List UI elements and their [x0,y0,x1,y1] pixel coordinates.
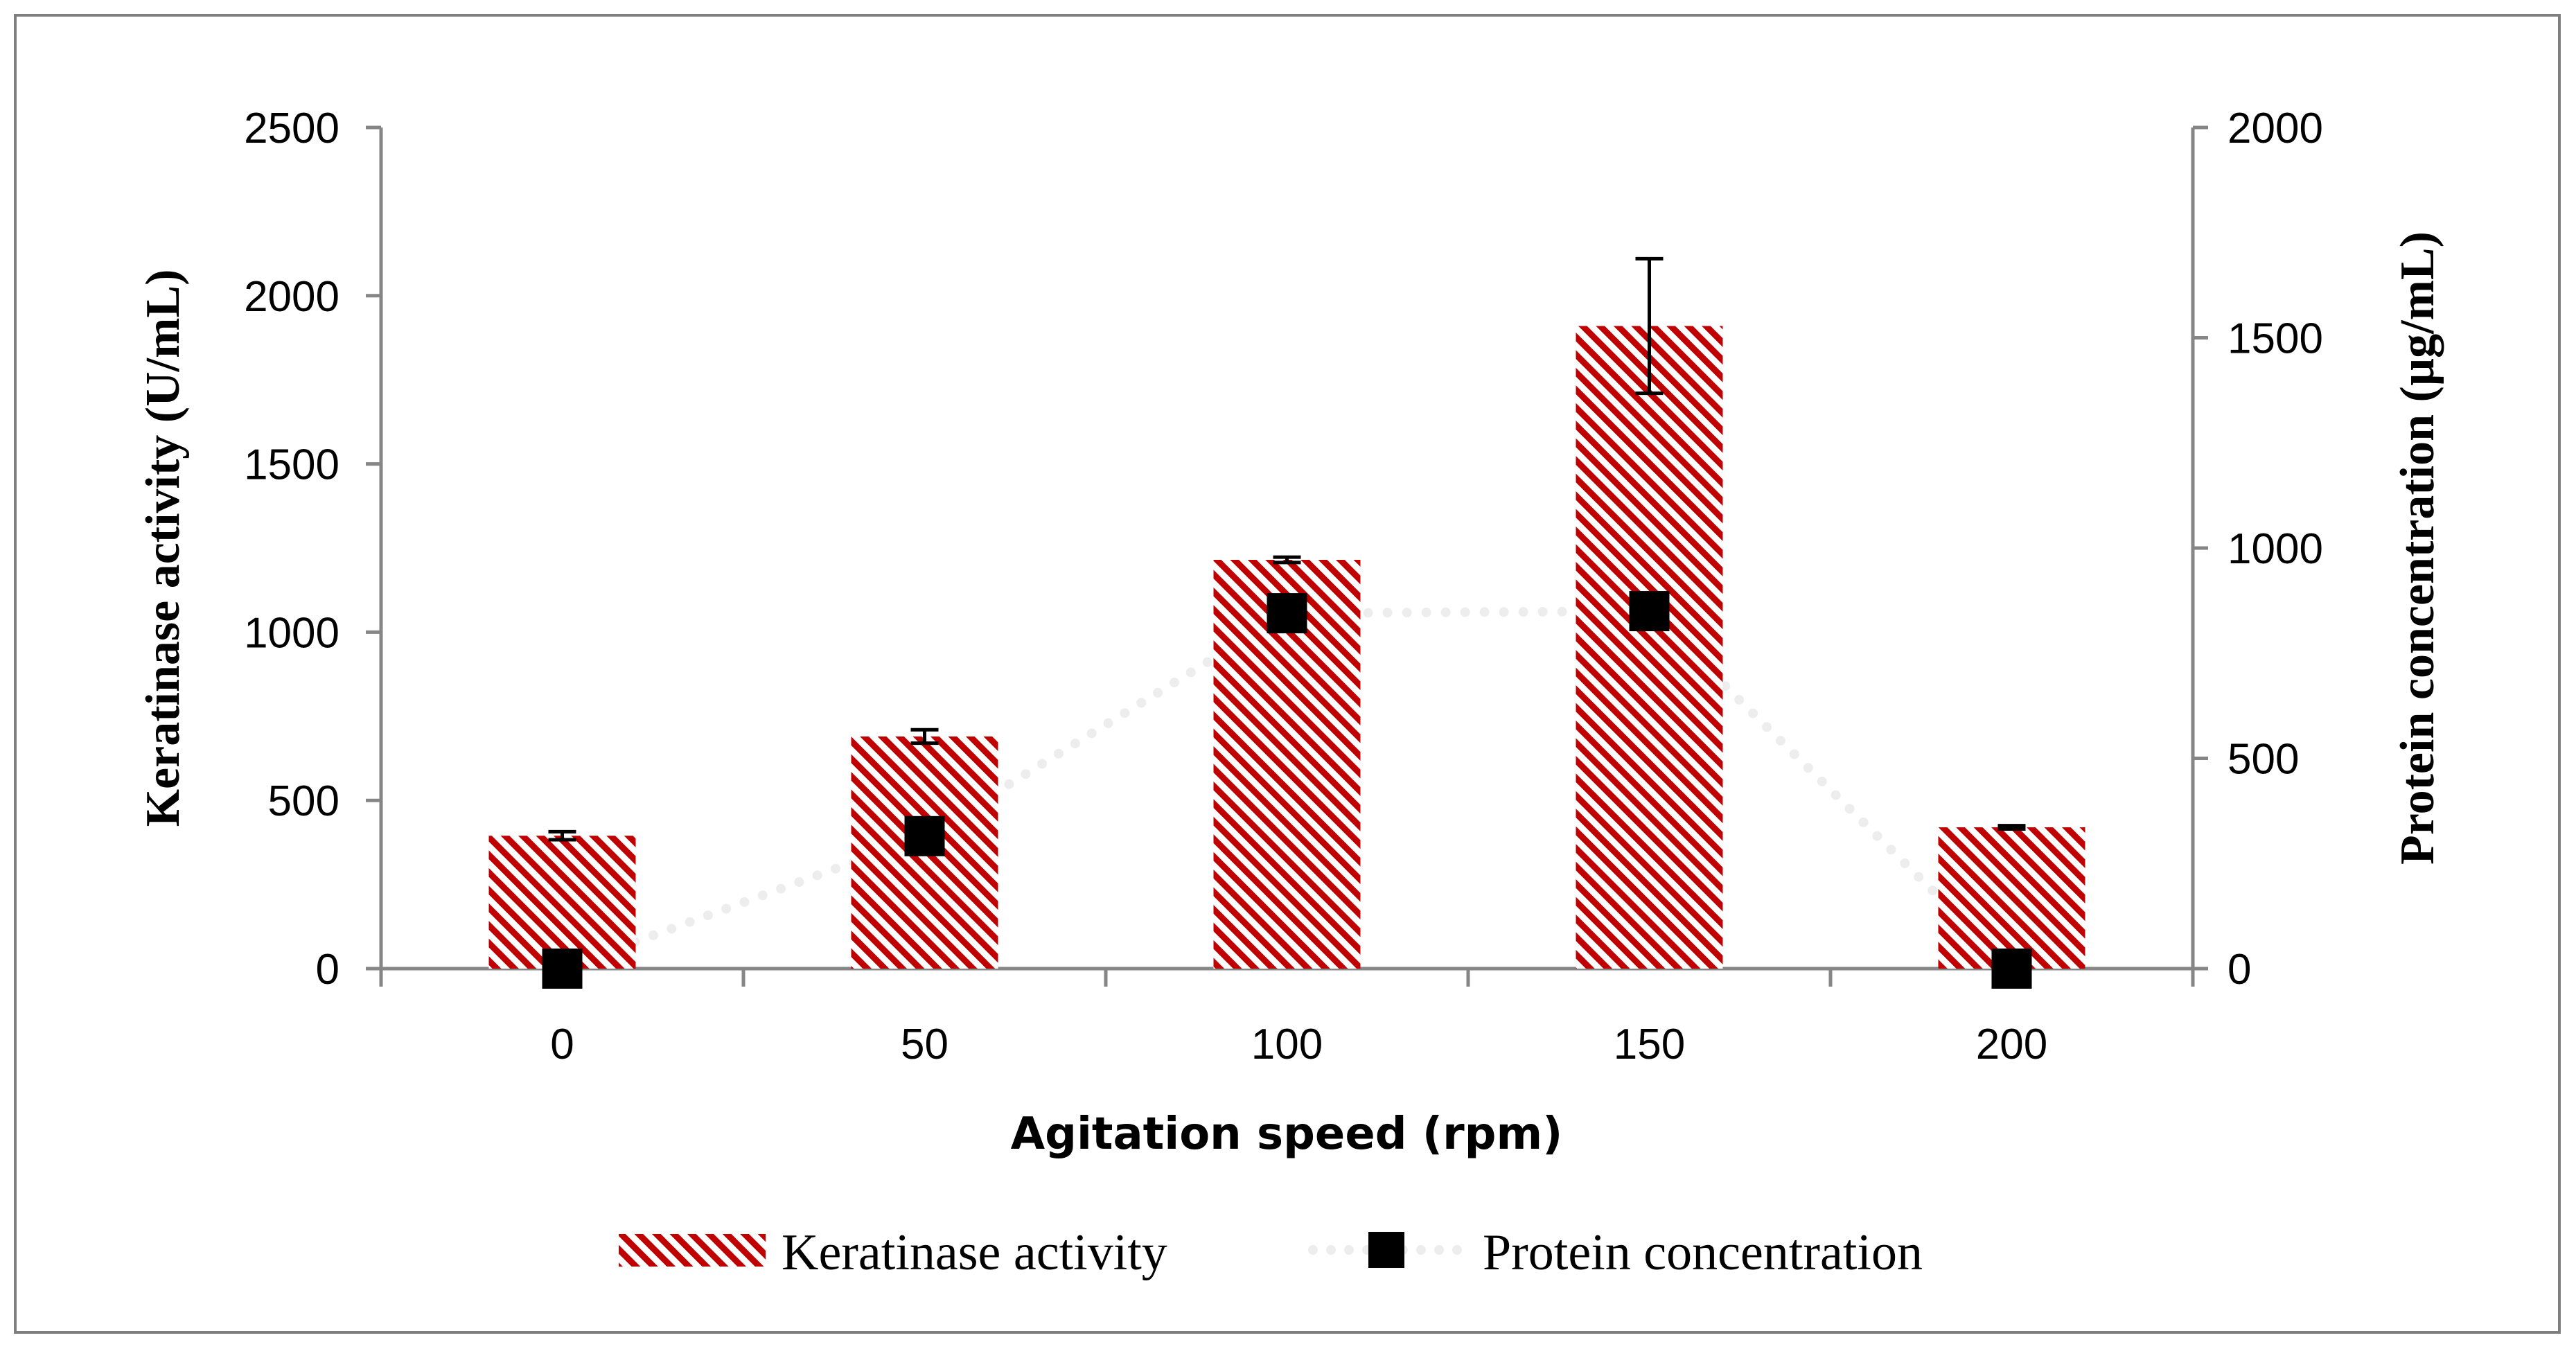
x-tick-label: 50 [901,1021,949,1068]
right-tick-label: 2000 [2227,105,2323,152]
error-bar [1997,824,2026,831]
protein-marker [1991,949,2032,989]
protein-marker [1267,593,1307,634]
left-tick-label: 2500 [244,105,339,152]
right-tick-label: 500 [2227,736,2299,784]
left-tick-label: 0 [316,946,339,994]
legend-label-protein: Protein concentration [1483,1224,1923,1281]
left-tick-label: 2000 [244,273,339,321]
keratinase-bar [488,836,636,969]
right-tick-label: 1000 [2227,525,2323,573]
right-y-axis-title: Protein concentration (µg/mL) [2391,231,2444,865]
right-y-ticks: 0 500 1000 1500 2000 [2193,105,2323,994]
left-tick-label: 500 [268,777,339,825]
protein-marker [904,815,945,856]
error-bar [548,829,576,842]
error-bars [548,256,2026,842]
x-tick-label: 200 [1976,1021,2047,1068]
x-axis-title: Agitation speed (rpm) [1011,1109,1563,1160]
keratinase-bar [1576,326,1723,969]
left-tick-label: 1000 [244,609,339,657]
legend-label-keratinase: Keratinase activity [782,1224,1167,1281]
protein-marker [542,949,583,989]
right-tick-label: 1500 [2227,315,2323,363]
keratinase-bars [488,326,2085,969]
x-ticks: 0 50 100 150 200 [379,969,2195,1068]
legend-swatch-keratinase [619,1234,766,1267]
x-tick-label: 0 [550,1021,574,1068]
error-bar [1273,555,1301,565]
x-tick-label: 100 [1251,1021,1323,1068]
legend: Keratinase activity Protein concentratio… [619,1224,1923,1281]
protein-marker [1629,591,1670,632]
keratinase-bar [1938,827,2085,969]
protein-markers [542,591,2032,989]
left-y-axis-title: Keratinase activity (U/mL) [136,270,190,827]
x-tick-label: 150 [1614,1021,1685,1068]
error-bar [910,728,939,746]
right-tick-label: 0 [2227,946,2251,994]
legend-swatch-protein-marker [1368,1232,1404,1268]
error-bar [1635,256,1664,396]
left-y-ticks: 0 500 1000 1500 2000 2500 [244,105,381,994]
left-tick-label: 1500 [244,441,339,489]
